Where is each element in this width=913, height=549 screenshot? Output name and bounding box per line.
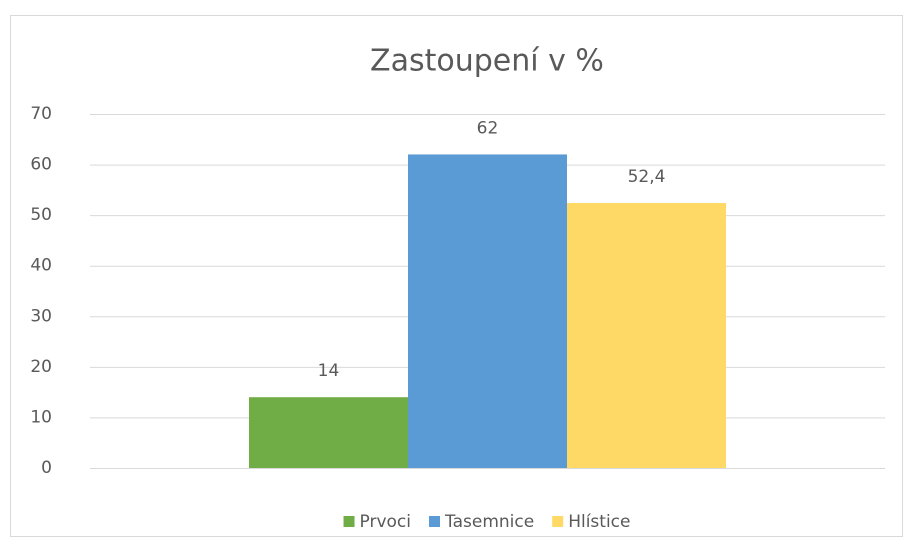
legend-label: Prvoci [360, 512, 411, 532]
legend-label: Tasemnice [444, 512, 534, 532]
y-tick-label: 70 [30, 104, 52, 124]
y-tick-label: 10 [30, 407, 52, 427]
data-label: 62 [477, 118, 499, 138]
bar [567, 203, 726, 468]
y-tick-label: 40 [30, 256, 52, 276]
legend-swatch [343, 516, 355, 527]
bar [249, 397, 408, 468]
y-tick-label: 50 [30, 205, 52, 225]
legend-label: Hlístice [568, 512, 630, 532]
legend-swatch [552, 516, 564, 527]
y-tick-label: 20 [30, 357, 52, 377]
data-label: 52,4 [628, 167, 666, 187]
y-tick-label: 0 [41, 458, 52, 478]
data-label: 14 [318, 361, 340, 381]
chart-title: Zastoupení v % [370, 44, 604, 79]
legend-swatch [429, 516, 441, 527]
y-tick-label: 60 [30, 155, 52, 175]
bar [408, 154, 567, 468]
y-tick-label: 30 [30, 306, 52, 326]
